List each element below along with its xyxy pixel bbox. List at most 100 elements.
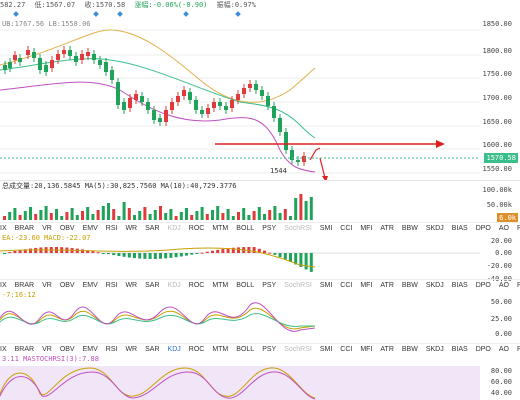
tab-atr[interactable]: ATR [380,225,394,232]
open-value: 582.27 [0,1,26,9]
tab-rsi[interactable]: RSI [105,282,118,289]
macd-panel[interactable]: EA:-23.60 MACD:-22.07 20.00 0.00 -20.00 … [0,233,520,283]
tab-brar[interactable]: BRAR [14,346,35,353]
tab-wr[interactable]: WR [125,225,138,232]
tab-ix[interactable]: IX [0,225,7,232]
tab-atr[interactable]: ATR [380,346,394,353]
tab-brar[interactable]: BRAR [14,225,35,232]
volume-panel[interactable]: 总成交量:20,136.5845 MA(5):30,825.7560 MA(10… [0,180,520,223]
tab-bbw[interactable]: BBW [401,282,418,289]
tab-ix[interactable]: IX [0,346,7,353]
tab-rsi[interactable]: RSI [105,346,118,353]
tab-mfi[interactable]: MFI [360,282,373,289]
tab-bbw[interactable]: BBW [401,346,418,353]
tab-wr[interactable]: WR [125,282,138,289]
kdj-panel[interactable]: -7:16:12 50.00 25.00 0.00 [0,290,520,343]
volume-current-tag: 6.0k [497,213,518,223]
tab-ao[interactable]: AO [498,225,509,232]
stochrsi-lines [0,366,480,400]
y-tick: 1750.00 [482,70,512,78]
tab-boll[interactable]: BOLL [236,282,255,289]
y-tick: 1700.00 [482,94,512,102]
tab-dpo[interactable]: DPO [475,346,491,353]
volume-tick: 50.00k [486,201,512,209]
tab-mtm[interactable]: MTM [212,282,229,289]
indicator-tabs-row[interactable]: IX BRAR VR OBV EMV RSI WR SAR KDJ ROC MTM BOLL PSY So… [0,343,520,355]
tab-cci[interactable]: CCI [340,225,353,232]
tab-brar[interactable]: BRAR [14,282,35,289]
y-tick: 1800.00 [482,47,512,55]
tab-mfi[interactable]: MFI [360,225,373,232]
tab-ao[interactable]: AO [498,282,509,289]
tab-obv[interactable]: OBV [59,346,75,353]
tab-dpo[interactable]: DPO [475,225,491,232]
tab-cci[interactable]: CCI [340,346,353,353]
price-info-bar: 582.27 低:1567.07 收:1570.58 涨幅:-0.06%(-0.… [0,0,520,10]
tab-smi[interactable]: SMI [319,346,333,353]
tab-sochrsi[interactable]: SochRSI [284,225,312,232]
stoch-tick: 60.00 [490,378,512,386]
tab-position[interactable]: Position [517,282,520,289]
tab-sochrsi[interactable]: SochRSI [284,346,312,353]
tab-sar[interactable]: SAR [145,225,160,232]
tab-position[interactable]: Position [517,225,520,232]
tab-psy[interactable]: PSY [262,225,277,232]
tab-smi[interactable]: SMI [319,225,333,232]
tab-emv[interactable]: EMV [82,282,98,289]
main-chart-panel[interactable]: UB:1767.56 LB:1558.06 1850.00 1800.00 17… [0,10,520,180]
tab-rsi[interactable]: RSI [105,225,118,232]
tab-atr[interactable]: ATR [380,282,394,289]
tab-vr[interactable]: VR [42,282,52,289]
tab-sar[interactable]: SAR [145,282,160,289]
current-price-tag: 1570.58 [484,153,518,163]
tab-skdj[interactable]: SKDJ [425,282,444,289]
tab-kdj[interactable]: KDJ [167,225,181,232]
kdj-label: -7:16:12 [2,291,36,299]
tab-skdj[interactable]: SKDJ [425,225,444,232]
tab-smi[interactable]: SMI [319,282,333,289]
tab-wr[interactable]: WR [125,346,138,353]
tab-mfi[interactable]: MFI [360,346,373,353]
tab-boll[interactable]: BOLL [236,346,255,353]
candlestick-chart[interactable] [0,10,520,180]
tab-vr[interactable]: VR [42,346,52,353]
tab-vr[interactable]: VR [42,225,52,232]
tab-sar[interactable]: SAR [145,346,160,353]
y-tick: 1600.00 [482,141,512,149]
tab-roc[interactable]: ROC [188,346,205,353]
tab-skdj[interactable]: SKDJ [425,346,444,353]
tab-position[interactable]: Position [517,346,520,353]
tab-bbw[interactable]: BBW [401,225,418,232]
tab-psy[interactable]: PSY [262,282,277,289]
tab-kdj[interactable]: KDJ [167,346,181,353]
tab-bias[interactable]: BIAS [451,282,468,289]
tab-dpo[interactable]: DPO [475,282,491,289]
tab-bias[interactable]: BIAS [451,225,468,232]
stochrsi-label: 3.11 MASTOCHRSI(3):7.88 [2,355,99,363]
tab-obv[interactable]: OBV [59,282,75,289]
indicator-tabs-row[interactable]: IX BRAR VR OBV EMV RSI WR SAR KDJ ROC MTM BOLL PSY So… [0,279,520,291]
tab-sochrsi[interactable]: SochRSI [284,282,312,289]
indicator-tabs-row[interactable]: IX BRAR VR OBV EMV RSI WR SAR KDJ ROC MTM BOLL PSY So… [0,222,520,234]
amplitude-value: 振幅:0.97% [216,1,256,9]
tab-mtm[interactable]: MTM [212,346,229,353]
stochrsi-panel[interactable]: 3.11 MASTOCHRSI(3):7.88 80.00 60.00 40.0… [0,354,520,400]
macd-tick: 20.00 [490,237,512,245]
macd-label: EA:-23.60 MACD:-22.07 [2,234,91,242]
tab-mtm[interactable]: MTM [212,225,229,232]
tab-psy[interactable]: PSY [262,346,277,353]
tab-ao[interactable]: AO [498,346,509,353]
tab-cci[interactable]: CCI [340,282,353,289]
tab-boll[interactable]: BOLL [236,225,255,232]
tab-bias[interactable]: BIAS [451,346,468,353]
stoch-tick: 40.00 [490,389,512,397]
low-value: 低:1567.07 [34,1,76,9]
tab-roc[interactable]: ROC [188,225,205,232]
tab-ix[interactable]: IX [0,282,7,289]
macd-histogram [0,247,480,272]
tab-obv[interactable]: OBV [59,225,75,232]
tab-emv[interactable]: EMV [82,225,98,232]
tab-roc[interactable]: ROC [188,282,205,289]
tab-kdj[interactable]: KDJ [167,282,181,289]
tab-emv[interactable]: EMV [82,346,98,353]
